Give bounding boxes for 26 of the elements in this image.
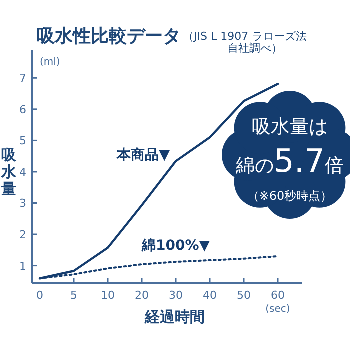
y-tick-label: 6 [20, 103, 26, 116]
series-label: 本商品▼ [116, 146, 170, 164]
y-tick-label: 5 [20, 134, 26, 148]
annotation: （※60秒時点） [247, 189, 333, 203]
text: (sec) [266, 304, 290, 315]
x-tick-label: 40 [203, 289, 217, 302]
y-tick-label: 3 [20, 197, 26, 210]
annotation: (ml) [40, 57, 60, 68]
y-tick-label: 2 [20, 228, 26, 242]
y-tick-label: 7 [20, 72, 26, 86]
y-axis-title: 吸水量 [0, 146, 18, 198]
annotation: 吸水量は [252, 116, 328, 138]
chart-title: 吸水性比較データ [37, 26, 181, 47]
x-tick-label: 0 [36, 289, 44, 302]
annotation: 綿の5.7倍 [235, 142, 344, 180]
x-tick-label: 5 [70, 289, 78, 302]
x-tick-label: 10 [101, 289, 115, 302]
y-tick-label: 1 [20, 260, 26, 273]
y-tick-label: 4 [20, 166, 26, 179]
x-axis-title: 経過時間 [144, 308, 205, 326]
series-label: 綿100%▼ [140, 238, 210, 254]
x-tick-label: 30 [169, 289, 183, 302]
x-tick-label: 20 [135, 289, 149, 302]
x-tick-label: 60 [271, 289, 285, 302]
chart-subtitle: （JIS L 1907 ラローズ法自社調べ） [183, 30, 308, 55]
x-tick-label: 50 [237, 289, 251, 302]
